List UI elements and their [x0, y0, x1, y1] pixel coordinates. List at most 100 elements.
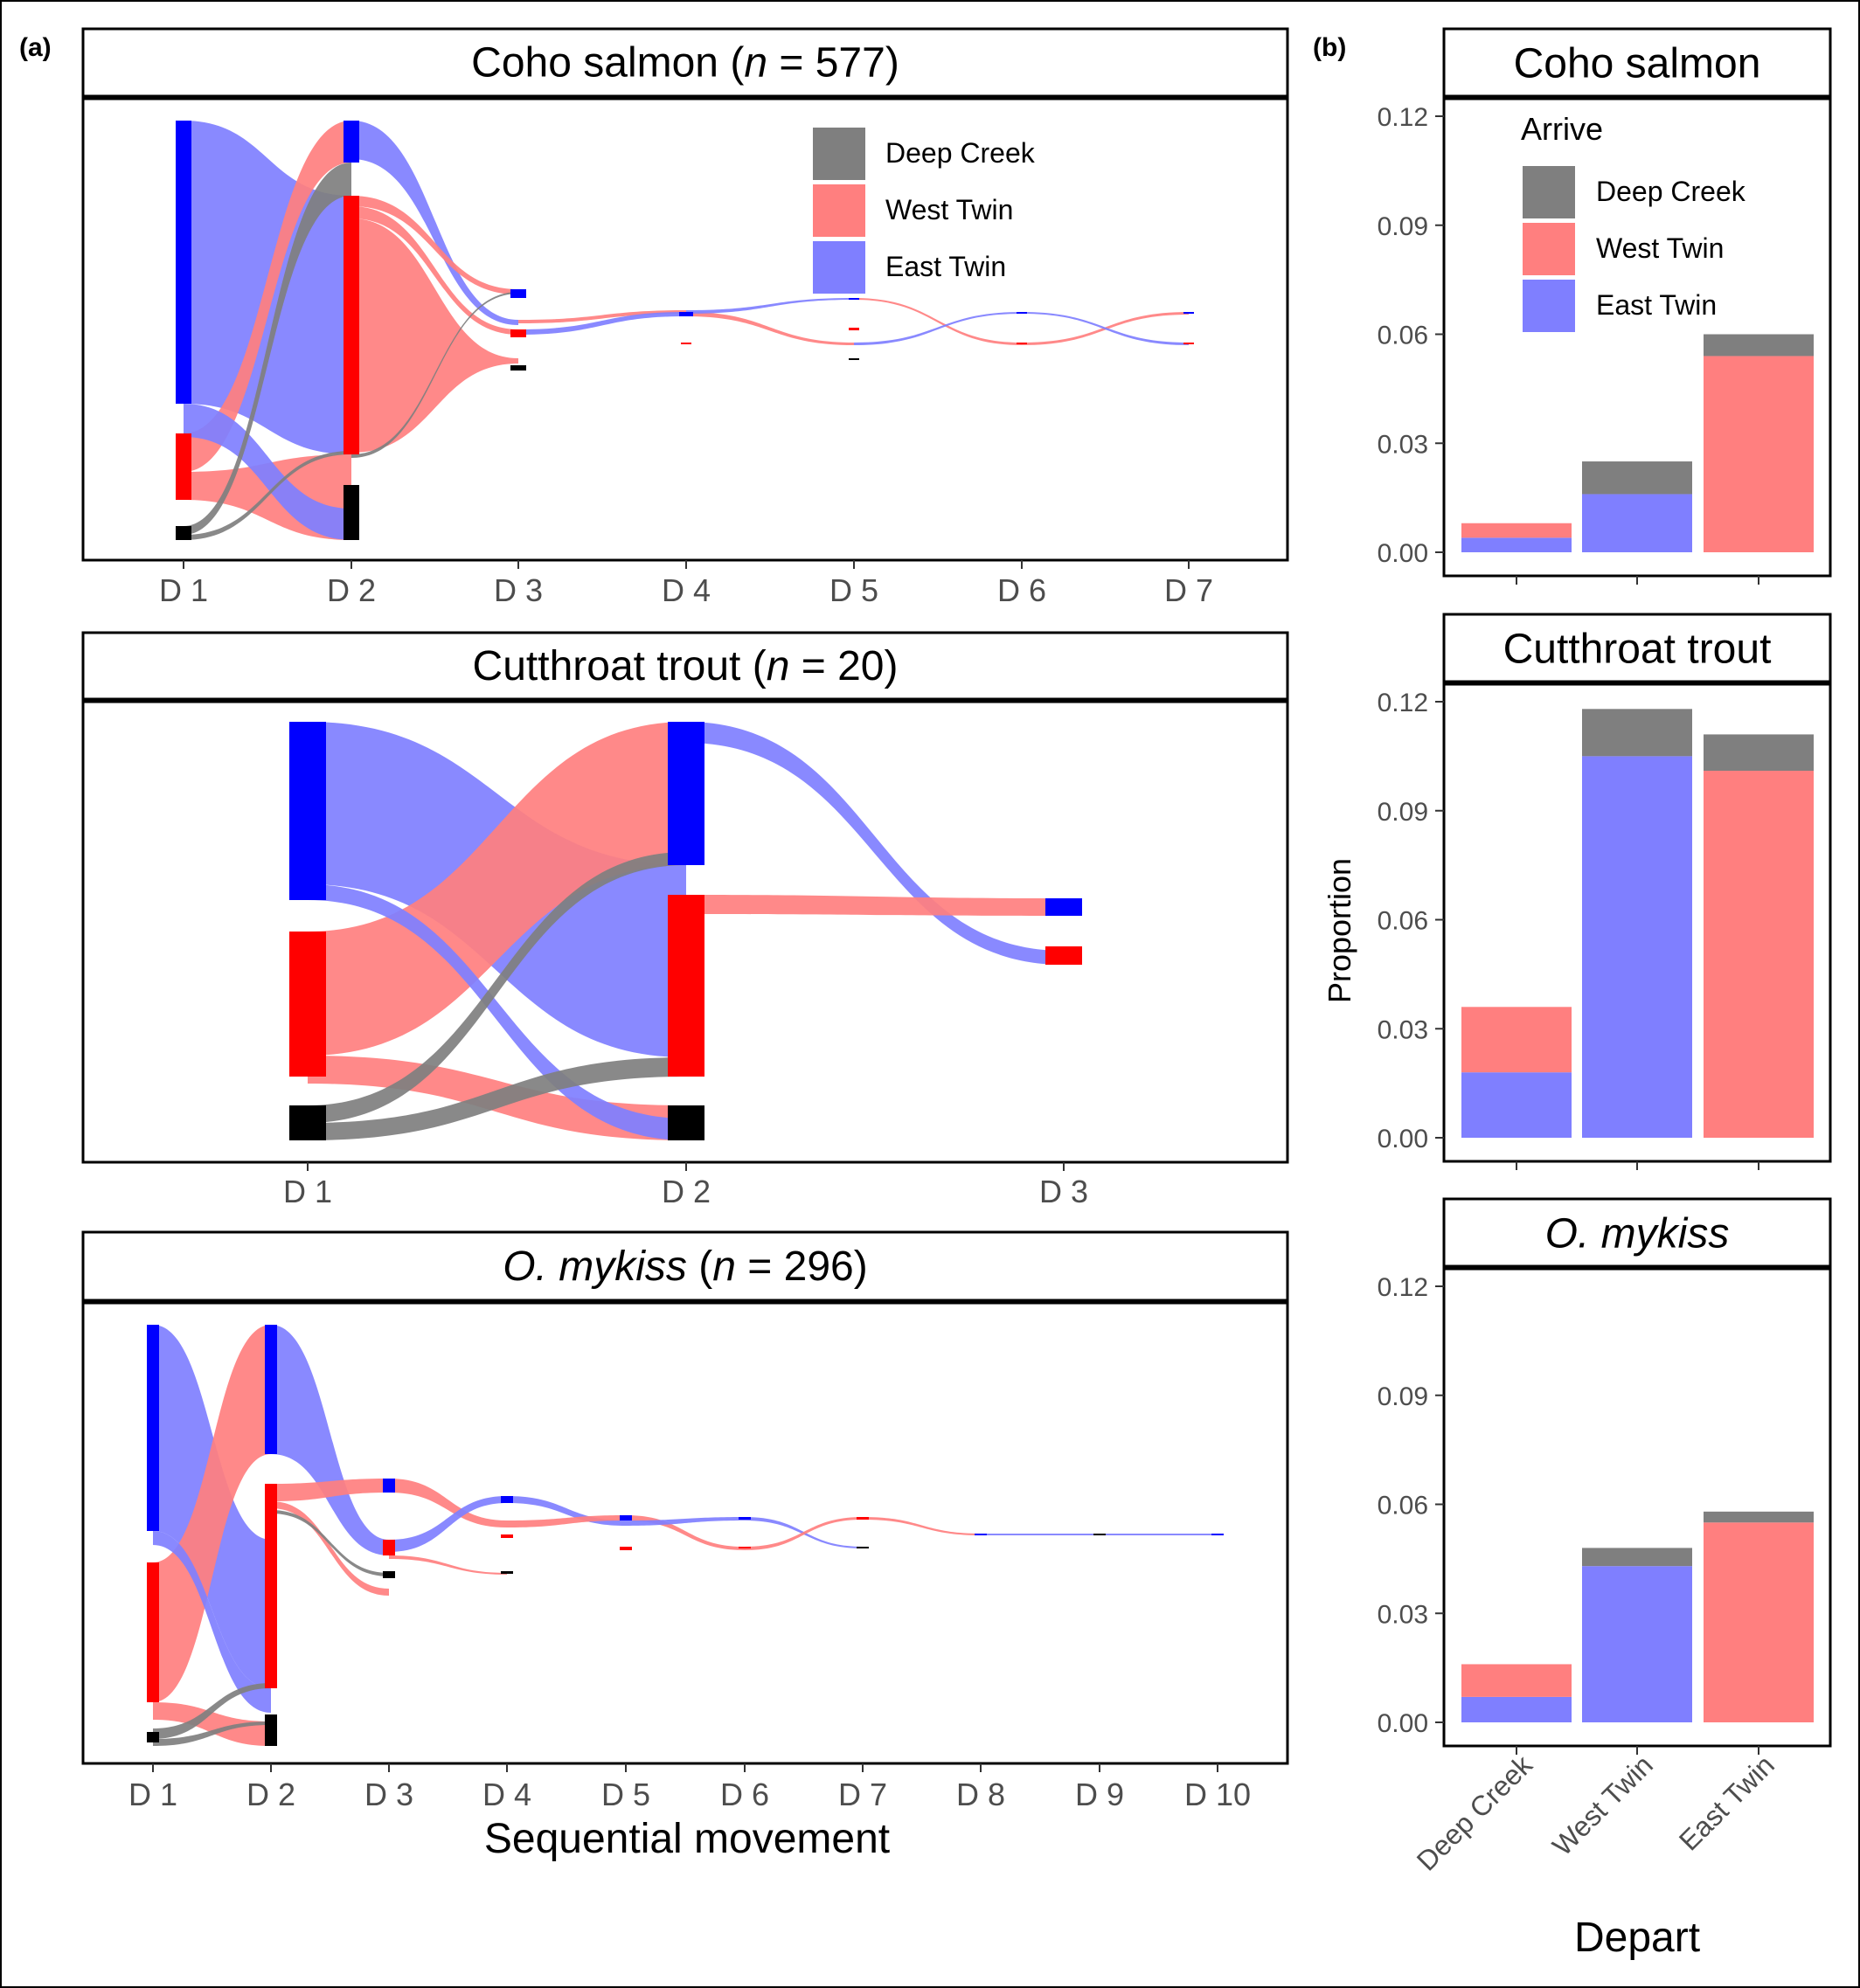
- flow-dc: [271, 1510, 389, 1576]
- node-dc: [849, 358, 859, 360]
- y-tick-label: 0.03: [1378, 1015, 1428, 1044]
- sankey-title-species: Cutthroat trout: [473, 643, 741, 689]
- flow-wt: [271, 1501, 389, 1596]
- x-tick-label: D 3: [494, 572, 543, 608]
- y-tick-label: 0.09: [1378, 1382, 1428, 1411]
- sankey-title-species: Coho salmon: [471, 40, 718, 87]
- flow-et: [184, 404, 351, 540]
- flow-dc: [308, 852, 686, 1123]
- node-wt: [849, 328, 859, 330]
- y-tick-label: 0.06: [1378, 907, 1428, 936]
- x-tick-label: D 10: [1184, 1777, 1251, 1812]
- legend-key-0: [813, 128, 865, 180]
- flow-wt: [389, 1555, 507, 1575]
- panel-label-b: (b): [1313, 33, 1346, 62]
- flow-et: [1022, 312, 1189, 345]
- y-tick-label: 0.12: [1378, 689, 1428, 717]
- panel-label-a: (a): [19, 33, 52, 62]
- bar-facet-title: Coho salmon: [1514, 41, 1761, 87]
- legend-key-1: [813, 184, 865, 237]
- node-et: [176, 121, 191, 404]
- node-et: [344, 121, 359, 163]
- node-et: [1183, 312, 1194, 314]
- node-dc: [1093, 1534, 1106, 1535]
- flow-wt: [351, 206, 518, 335]
- flow-et: [686, 298, 854, 314]
- bar-facet-title: O. mykiss: [1545, 1211, 1730, 1257]
- y-tick-label: 0.03: [1378, 1600, 1428, 1629]
- flow-wt: [271, 1479, 389, 1501]
- flow-et: [153, 1531, 271, 1713]
- node-et: [620, 1515, 632, 1520]
- y-tick-label: 0.06: [1378, 1492, 1428, 1520]
- bar-segment-west-twin: [1704, 1522, 1814, 1722]
- sankey-panel-title-strip: [81, 27, 1289, 98]
- y-tick-label: 0.06: [1378, 322, 1428, 350]
- x-tick-label: D 5: [829, 572, 878, 608]
- sankey-title-n-symbol: n: [744, 40, 767, 87]
- bar-legend-label: West Twin: [1596, 232, 1724, 264]
- x-tick-label: D 1: [128, 1777, 177, 1812]
- node-wt: [739, 1547, 751, 1548]
- node-dc: [344, 485, 359, 540]
- bar-legend-title: Arrive: [1521, 111, 1603, 147]
- bar-legend: Arrive Deep Creek West Twin East Twin: [1521, 111, 1746, 332]
- x-tick-label: D 1: [283, 1174, 332, 1209]
- sankey-panel-3: O. mykiss (n = 296) D 1 D 2 D 3 D 4 D 5 D 6 D 7…: [81, 1230, 1289, 1812]
- node-wt: [344, 196, 359, 454]
- sankey-title-n-value: = 20): [789, 643, 898, 689]
- sankey-title-n-symbol: n: [767, 643, 790, 689]
- sankey-title-paren-open: (: [718, 40, 744, 87]
- x-tick-label: D 3: [1039, 1174, 1088, 1209]
- bar-panels: Coho salmon 0.00 0.03 0.06 0.09 0.12 Arrive Dee…: [1378, 27, 1832, 1877]
- node-dc: [510, 365, 526, 371]
- bar-segment-west-twin: [1461, 1007, 1572, 1073]
- sankey-panel-title: Cutthroat trout (n = 20): [473, 643, 899, 689]
- node-dc: [147, 1732, 159, 1742]
- bar-category-label: Deep Creek: [1411, 1749, 1539, 1877]
- y-tick-label: 0.03: [1378, 430, 1428, 459]
- flow-wt: [507, 1515, 626, 1527]
- node-dc: [265, 1714, 277, 1746]
- node-wt: [383, 1540, 395, 1555]
- sankey-panel-title: O. mykiss (n = 296): [503, 1243, 867, 1290]
- legend-key-2: [813, 241, 865, 294]
- flow-wt: [854, 298, 1022, 345]
- bar-y-axis-label: Proportion: [1322, 858, 1357, 1003]
- sankey-title-n-symbol: n: [712, 1243, 736, 1290]
- bar-segment-deep-creek: [1582, 461, 1692, 495]
- bars: [1461, 334, 1814, 552]
- x-tick-label: D 8: [956, 1777, 1005, 1812]
- node-et: [147, 1325, 159, 1531]
- node-et: [501, 1496, 513, 1503]
- bar-segment-deep-creek: [1704, 734, 1814, 772]
- node-dc: [289, 1105, 326, 1140]
- x-tick-label: D 2: [246, 1777, 295, 1812]
- sankey-flows: [308, 722, 1064, 1140]
- bar-facet-2: Cutthroat trout 0.00 0.03 0.06 0.09 0.12: [1378, 613, 1832, 1170]
- bar-legend-key-2: [1523, 280, 1575, 332]
- flow-wt: [686, 895, 1064, 916]
- bar-facet-title: Cutthroat trout: [1503, 627, 1772, 673]
- sankey-nodes: [147, 1325, 1224, 1746]
- flow-wt: [308, 722, 686, 1056]
- node-wt: [265, 1484, 277, 1688]
- node-et: [265, 1325, 277, 1454]
- x-tick-label: D 5: [601, 1777, 650, 1812]
- bar-segment-deep-creek: [1704, 334, 1814, 357]
- flow-wt: [389, 1479, 507, 1527]
- node-wt: [147, 1562, 159, 1702]
- node-dc: [668, 1105, 704, 1140]
- bar-segment-east-twin: [1461, 1072, 1572, 1138]
- sankey-title-paren-open: (: [740, 643, 766, 689]
- bar-segment-east-twin: [1461, 1696, 1572, 1722]
- node-wt: [1017, 343, 1027, 344]
- node-et: [668, 722, 704, 865]
- x-tick-label: D 3: [364, 1777, 413, 1812]
- flow-wt: [184, 121, 351, 472]
- node-wt: [510, 329, 526, 337]
- node-dc: [176, 526, 191, 540]
